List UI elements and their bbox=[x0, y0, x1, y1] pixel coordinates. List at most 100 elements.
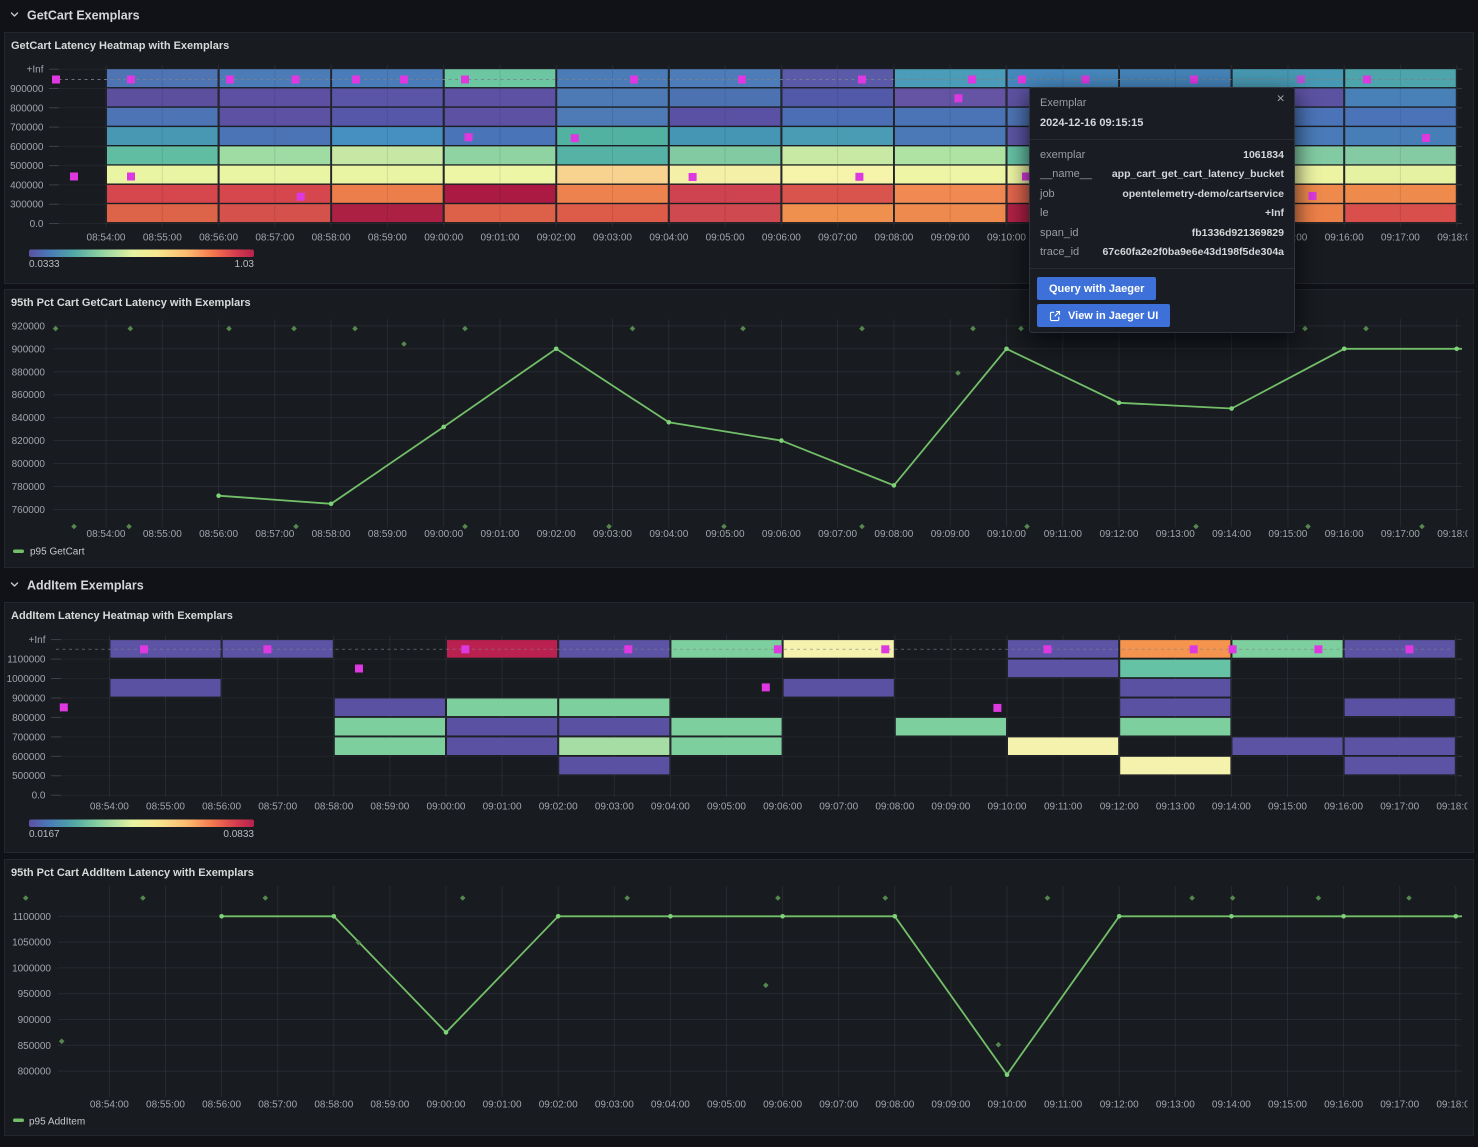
svg-text:600000: 600000 bbox=[10, 142, 44, 153]
svg-text:1100000: 1100000 bbox=[7, 655, 46, 666]
svg-text:0.0333: 0.0333 bbox=[29, 259, 60, 270]
svg-text:09:15:00: 09:15:00 bbox=[1268, 1100, 1307, 1111]
svg-text:09:14:00: 09:14:00 bbox=[1212, 802, 1251, 813]
svg-text:09:03:00: 09:03:00 bbox=[595, 1100, 634, 1111]
svg-text:08:56:00: 08:56:00 bbox=[202, 802, 241, 813]
svg-text:08:57:00: 08:57:00 bbox=[255, 233, 294, 244]
svg-text:09:00:00: 09:00:00 bbox=[424, 233, 463, 244]
svg-text:840000: 840000 bbox=[12, 413, 46, 424]
svg-text:08:56:00: 08:56:00 bbox=[199, 529, 238, 540]
svg-text:1050000: 1050000 bbox=[12, 938, 51, 949]
svg-text:09:06:00: 09:06:00 bbox=[763, 1100, 802, 1111]
svg-text:09:12:00: 09:12:00 bbox=[1100, 802, 1139, 813]
svg-text:+Inf: +Inf bbox=[29, 635, 46, 646]
svg-text:0.0833: 0.0833 bbox=[223, 829, 254, 840]
svg-text:09:16:00: 09:16:00 bbox=[1325, 233, 1364, 244]
svg-text:09:02:00: 09:02:00 bbox=[539, 802, 578, 813]
svg-text:09:09:00: 09:09:00 bbox=[931, 802, 970, 813]
svg-text:09:03:00: 09:03:00 bbox=[593, 233, 632, 244]
svg-text:09:01:00: 09:01:00 bbox=[481, 233, 520, 244]
svg-text:800000: 800000 bbox=[18, 1067, 52, 1078]
svg-text:09:16:00: 09:16:00 bbox=[1324, 802, 1363, 813]
svg-text:09:02:00: 09:02:00 bbox=[537, 233, 576, 244]
svg-text:08:57:00: 08:57:00 bbox=[258, 1100, 297, 1111]
svg-text:900000: 900000 bbox=[12, 344, 46, 355]
svg-text:09:06:00: 09:06:00 bbox=[763, 802, 802, 813]
svg-text:09:12:00: 09:12:00 bbox=[1100, 529, 1139, 540]
svg-text:09:14:00: 09:14:00 bbox=[1212, 529, 1251, 540]
svg-text:1.03: 1.03 bbox=[235, 259, 255, 270]
svg-text:09:01:00: 09:01:00 bbox=[483, 1100, 522, 1111]
svg-text:09:08:00: 09:08:00 bbox=[874, 529, 913, 540]
svg-text:09:10:00: 09:10:00 bbox=[987, 233, 1026, 244]
svg-text:+Inf: +Inf bbox=[27, 65, 44, 76]
svg-text:09:01:00: 09:01:00 bbox=[483, 802, 522, 813]
svg-text:09:07:00: 09:07:00 bbox=[818, 233, 857, 244]
svg-text:09:18:00: 09:18:00 bbox=[1436, 1100, 1475, 1111]
svg-text:800000: 800000 bbox=[12, 713, 46, 724]
svg-text:900000: 900000 bbox=[18, 1015, 52, 1026]
svg-text:AddItem Latency Heatmap with E: AddItem Latency Heatmap with Exemplars bbox=[11, 610, 233, 622]
svg-text:09:08:00: 09:08:00 bbox=[875, 1100, 914, 1111]
svg-text:09:10:00: 09:10:00 bbox=[988, 802, 1027, 813]
svg-text:09:11:00: 09:11:00 bbox=[1044, 529, 1083, 540]
svg-text:500000: 500000 bbox=[12, 771, 46, 782]
svg-text:09:11:00: 09:11:00 bbox=[1044, 1100, 1083, 1111]
svg-text:08:59:00: 08:59:00 bbox=[368, 529, 407, 540]
svg-text:800000: 800000 bbox=[10, 103, 44, 114]
svg-text:09:04:00: 09:04:00 bbox=[651, 1100, 690, 1111]
svg-text:880000: 880000 bbox=[12, 367, 46, 378]
svg-text:08:59:00: 08:59:00 bbox=[370, 1100, 409, 1111]
svg-text:950000: 950000 bbox=[18, 989, 52, 1000]
svg-text:08:54:00: 08:54:00 bbox=[90, 1100, 129, 1111]
svg-text:09:08:00: 09:08:00 bbox=[875, 802, 914, 813]
svg-text:300000: 300000 bbox=[10, 200, 44, 211]
svg-text:08:59:00: 08:59:00 bbox=[370, 802, 409, 813]
svg-text:0.0: 0.0 bbox=[30, 219, 44, 230]
svg-text:09:00:00: 09:00:00 bbox=[424, 529, 463, 540]
svg-text:500000: 500000 bbox=[10, 161, 44, 172]
svg-text:09:13:00: 09:13:00 bbox=[1156, 529, 1195, 540]
svg-text:09:18:00: 09:18:00 bbox=[1437, 233, 1476, 244]
svg-text:800000: 800000 bbox=[12, 459, 46, 470]
svg-text:09:12:00: 09:12:00 bbox=[1100, 1100, 1139, 1111]
svg-text:09:01:00: 09:01:00 bbox=[481, 529, 520, 540]
svg-text:1000000: 1000000 bbox=[12, 963, 51, 974]
svg-text:09:05:00: 09:05:00 bbox=[706, 233, 745, 244]
svg-text:850000: 850000 bbox=[18, 1041, 52, 1052]
svg-text:08:58:00: 08:58:00 bbox=[314, 802, 353, 813]
svg-text:08:57:00: 08:57:00 bbox=[258, 802, 297, 813]
svg-text:09:05:00: 09:05:00 bbox=[707, 802, 746, 813]
svg-text:09:07:00: 09:07:00 bbox=[818, 529, 857, 540]
svg-text:0.0167: 0.0167 bbox=[29, 829, 60, 840]
svg-text:08:58:00: 08:58:00 bbox=[312, 233, 351, 244]
svg-text:09:07:00: 09:07:00 bbox=[819, 1100, 858, 1111]
svg-text:09:06:00: 09:06:00 bbox=[762, 529, 801, 540]
svg-text:08:55:00: 08:55:00 bbox=[143, 529, 182, 540]
svg-text:08:54:00: 08:54:00 bbox=[87, 529, 126, 540]
svg-text:09:11:00: 09:11:00 bbox=[1044, 802, 1083, 813]
svg-text:08:59:00: 08:59:00 bbox=[368, 233, 407, 244]
svg-text:09:18:00: 09:18:00 bbox=[1437, 529, 1476, 540]
svg-text:09:18:00: 09:18:00 bbox=[1436, 802, 1475, 813]
svg-text:08:55:00: 08:55:00 bbox=[146, 802, 185, 813]
svg-text:400000: 400000 bbox=[10, 180, 44, 191]
svg-text:0.0: 0.0 bbox=[32, 791, 46, 802]
svg-text:GetCart Exemplars: GetCart Exemplars bbox=[27, 9, 140, 23]
svg-text:08:55:00: 08:55:00 bbox=[143, 233, 182, 244]
svg-text:09:09:00: 09:09:00 bbox=[931, 1100, 970, 1111]
svg-text:09:17:00: 09:17:00 bbox=[1381, 529, 1420, 540]
svg-text:920000: 920000 bbox=[12, 321, 46, 332]
svg-text:09:08:00: 09:08:00 bbox=[874, 233, 913, 244]
svg-text:760000: 760000 bbox=[12, 505, 46, 516]
svg-text:09:03:00: 09:03:00 bbox=[593, 529, 632, 540]
svg-text:09:00:00: 09:00:00 bbox=[427, 802, 466, 813]
svg-text:09:16:00: 09:16:00 bbox=[1325, 529, 1364, 540]
svg-text:09:15:00: 09:15:00 bbox=[1268, 802, 1307, 813]
svg-text:08:55:00: 08:55:00 bbox=[146, 1100, 185, 1111]
svg-text:08:56:00: 08:56:00 bbox=[199, 233, 238, 244]
svg-text:09:10:00: 09:10:00 bbox=[987, 529, 1026, 540]
svg-text:09:03:00: 09:03:00 bbox=[595, 802, 634, 813]
svg-text:08:57:00: 08:57:00 bbox=[255, 529, 294, 540]
svg-text:09:02:00: 09:02:00 bbox=[539, 1100, 578, 1111]
